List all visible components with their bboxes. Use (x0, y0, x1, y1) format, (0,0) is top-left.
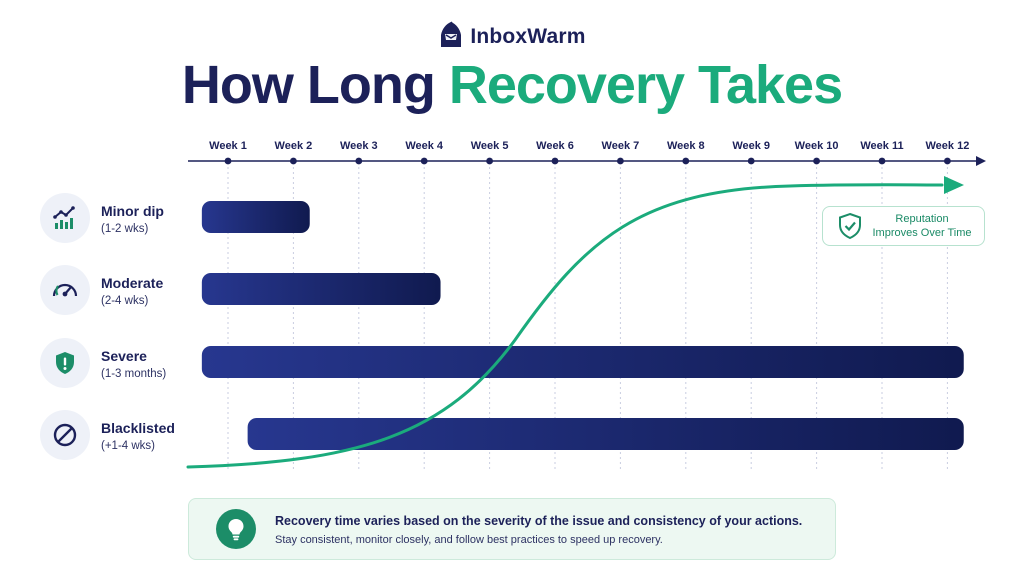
footer-subtext: Stay consistent, monitor closely, and fo… (275, 534, 663, 546)
x-tick-dot (551, 157, 559, 165)
x-axis-arrow (976, 156, 986, 166)
row-blacklisted: Blacklisted (+1-4 wks) (101, 420, 175, 452)
x-tick-dot (944, 157, 951, 165)
x-tick-dot (813, 157, 820, 165)
row-name: Blacklisted (101, 420, 175, 436)
x-tick-label: Week 3 (340, 140, 378, 152)
shield-alert-icon (40, 338, 90, 388)
page-title: How Long Recovery Takes (0, 52, 1024, 118)
callout-line-2: Improves Over Time (872, 227, 972, 239)
x-tick-label: Week 11 (860, 140, 903, 152)
reputation-callout: Reputation Improves Over Time (822, 206, 985, 246)
row-severe: Severe (1-3 months) (101, 348, 166, 380)
x-tick-dot (617, 157, 624, 165)
row-range: (2-4 wks) (101, 295, 149, 307)
footer-tip: Recovery time varies based on the severi… (188, 498, 836, 560)
x-tick-label: Week 1 (209, 140, 247, 152)
row-range: (+1-4 wks) (101, 440, 155, 452)
trend-arrowhead (944, 176, 964, 194)
brand-logo: InboxWarm (0, 20, 1024, 54)
title-part-2: Recovery Takes (448, 55, 843, 115)
x-tick-dot (486, 157, 493, 165)
x-tick-label: Week 10 (795, 140, 839, 152)
x-tick-dot (355, 157, 363, 165)
x-tick-dot (878, 157, 886, 165)
x-tick-label: Week 7 (602, 140, 640, 152)
gantt-bar (201, 201, 310, 233)
row-range: (1-2 wks) (101, 223, 149, 235)
trending-up-chart-icon (40, 193, 90, 243)
row-minor-dip: Minor dip (1-2 wks) (101, 203, 164, 235)
x-tick-label: Week 12 (925, 140, 969, 152)
gantt-bar (247, 418, 964, 450)
x-tick-dot (420, 157, 428, 165)
callout-line-1: Reputation (895, 213, 949, 225)
x-tick-label: Week 8 (667, 140, 705, 152)
x-tick-dot (747, 157, 755, 165)
row-moderate: Moderate (2-4 wks) (101, 275, 163, 307)
x-tick-label: Week 9 (732, 140, 770, 152)
x-tick-label: Week 2 (275, 140, 313, 152)
x-tick-label: Week 6 (536, 140, 574, 152)
reputation-trend-line (186, 183, 944, 469)
lightbulb-icon (216, 509, 256, 549)
x-tick-dot (682, 157, 690, 165)
footer-headline: Recovery time varies based on the severi… (275, 514, 803, 528)
row-range: (1-3 months) (101, 368, 167, 380)
x-tick-label: Week 4 (405, 140, 444, 152)
speedometer-gauge-icon (40, 265, 90, 315)
callout-text: Reputation Improves Over Time (869, 212, 975, 240)
x-tick-dot (224, 157, 232, 165)
gantt-bar (201, 273, 441, 305)
row-name: Severe (101, 348, 147, 364)
row-name: Minor dip (101, 203, 164, 219)
x-tick-dot (290, 157, 297, 165)
blocked-circle-icon (40, 410, 90, 460)
gantt-bar (201, 346, 964, 378)
hooded-figure-logo-icon (438, 20, 464, 54)
x-tick-label: Week 5 (471, 140, 509, 152)
row-name: Moderate (101, 275, 164, 291)
title-part-1: How Long (181, 55, 436, 115)
shield-check-icon (837, 212, 863, 240)
brand-name: InboxWarm (470, 25, 586, 48)
